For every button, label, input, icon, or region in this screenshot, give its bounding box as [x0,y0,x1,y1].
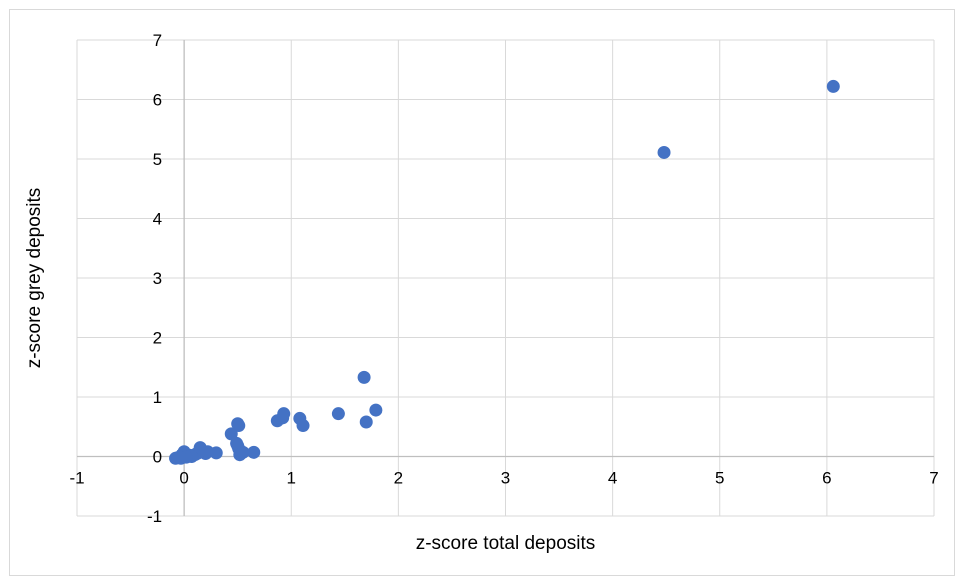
chart-area: -1 0 1 2 3 4 5 6 7 -1 0 1 2 3 4 5 6 7 z-score total depos… [9,9,955,576]
data-point [296,419,310,433]
x-tick-label: -1 [69,469,84,488]
data-point [331,407,345,421]
y-tick-label: 3 [153,269,162,288]
x-axis-title: z-score total deposits [416,533,596,554]
data-points [169,79,840,465]
data-point [232,419,246,433]
data-point [174,451,188,465]
data-point [357,370,371,384]
x-tick-label: 5 [715,469,724,488]
x-tick-label: 2 [394,469,403,488]
scatter-plot: -1 0 1 2 3 4 5 6 7 -1 0 1 2 3 4 5 6 7 z-score total depos… [24,31,939,554]
x-tick-label: 0 [179,469,188,488]
y-tick-label: -1 [147,507,162,526]
y-tick-label: 1 [153,388,162,407]
y-tick-label: 2 [153,329,162,348]
y-tick-label: 4 [153,210,162,229]
data-point [270,414,284,428]
data-point [359,415,373,429]
x-tick-label: 3 [501,469,510,488]
y-tick-label: 7 [153,31,162,50]
data-point [236,445,250,459]
y-tick-label: 6 [153,91,162,110]
data-point [826,79,840,93]
data-point [657,145,671,159]
data-point [369,403,383,417]
y-axis-title: z-score grey deposits [24,188,45,369]
x-tick-label: 7 [929,469,938,488]
data-point [247,445,261,459]
x-tick-label: 6 [822,469,831,488]
y-tick-label: 5 [153,150,162,169]
data-point [224,427,238,441]
tick-labels: -1 0 1 2 3 4 5 6 7 -1 0 1 2 3 4 5 6 7 [69,31,938,526]
y-tick-label: 0 [153,448,162,467]
x-tick-label: 1 [287,469,296,488]
x-tick-label: 4 [608,469,617,488]
